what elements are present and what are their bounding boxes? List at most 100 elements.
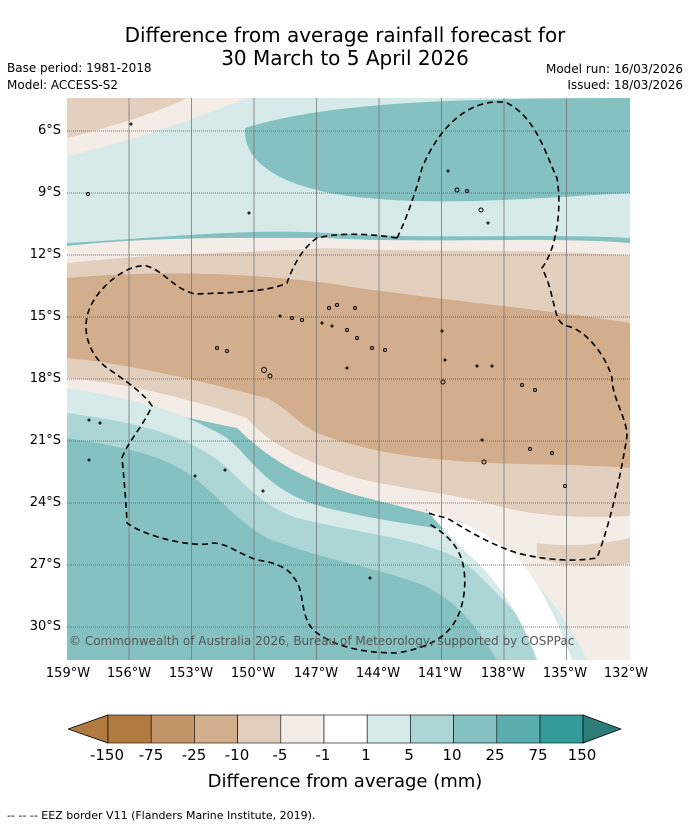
legend-tick: 10 <box>442 746 462 764</box>
island <box>345 366 349 370</box>
islands <box>86 122 567 580</box>
island <box>87 458 91 462</box>
legend-tick: 1 <box>361 746 371 764</box>
legend-swatch <box>453 714 498 744</box>
map-title-line1: Difference from average rainfall forecas… <box>124 23 566 47</box>
island <box>443 358 447 362</box>
neutral-band-south <box>427 510 572 660</box>
island <box>528 447 532 451</box>
wet-band-10-25-west <box>67 438 497 660</box>
legend-tick: 75 <box>528 746 548 764</box>
island <box>215 346 219 350</box>
lon-label: 144°W <box>355 666 401 681</box>
island <box>486 221 490 225</box>
copyright-notice: © Commonwealth of Australia 2026, Bureau… <box>69 634 575 648</box>
island <box>490 364 494 368</box>
island <box>446 169 450 173</box>
island <box>300 318 304 322</box>
island <box>353 306 357 310</box>
eez-borders <box>85 101 628 654</box>
lon-label: 153°W <box>168 666 214 681</box>
eez-border-french-polynesia <box>85 233 466 654</box>
legend-swatch <box>496 714 541 744</box>
lat-label: 30°S <box>29 619 61 634</box>
island <box>327 306 331 310</box>
dry-band-10-25 <box>67 273 630 468</box>
legend-tick: 150 <box>567 746 597 764</box>
island <box>465 189 469 193</box>
legend-tick: -150 <box>89 746 125 764</box>
island <box>478 207 484 213</box>
rainfall-anomaly-map <box>67 98 630 660</box>
legend-swatch <box>539 714 584 744</box>
eez-border-marquesas <box>396 101 628 561</box>
island <box>247 211 251 215</box>
lat-label: 15°S <box>29 309 61 324</box>
lon-label: 138°W <box>480 666 526 681</box>
model-run: Model run: 16/03/2026 <box>545 62 683 76</box>
island <box>345 328 349 332</box>
island <box>87 418 91 422</box>
island <box>290 316 294 320</box>
legend-swatch <box>237 714 282 744</box>
wet-core-north <box>244 98 630 202</box>
island <box>440 379 446 385</box>
legend-swatch <box>280 714 325 744</box>
eez-note: -- -- -- EEZ border V11 (Flanders Marine… <box>7 809 316 822</box>
island <box>225 349 229 353</box>
legend-tick: -10 <box>224 746 250 764</box>
island <box>440 329 444 333</box>
legend-swatch <box>194 714 238 744</box>
island <box>278 314 282 318</box>
island <box>454 187 460 193</box>
lon-label: 156°W <box>106 666 152 681</box>
island <box>563 484 567 488</box>
legend-swatch <box>107 714 152 744</box>
island <box>98 421 102 425</box>
lon-label: 132°W <box>603 666 649 681</box>
legend-swatch <box>366 714 411 744</box>
island <box>370 346 374 350</box>
lon-label: 147°W <box>293 666 339 681</box>
legend-tick: -5 <box>272 746 288 764</box>
lon-label: 135°W <box>542 666 588 681</box>
island <box>480 438 484 442</box>
island <box>335 303 339 307</box>
island <box>320 321 324 325</box>
island <box>129 122 133 126</box>
island <box>520 383 524 387</box>
legend-extend-left <box>68 714 109 744</box>
legend-swatch <box>150 714 195 744</box>
island <box>481 459 487 465</box>
legend-title: Difference from average (mm) <box>207 771 483 792</box>
legend-tick: -1 <box>315 746 331 764</box>
lon-label: 150°W <box>230 666 276 681</box>
island <box>383 348 387 352</box>
island <box>550 451 554 455</box>
island <box>355 336 359 340</box>
map-title-line2: 30 March to 5 April 2026 <box>221 46 469 70</box>
legend-extend-right <box>582 714 622 744</box>
lat-label: 21°S <box>29 433 61 448</box>
legend-tick: -75 <box>138 746 164 764</box>
legend-swatch <box>323 714 368 744</box>
lon-label: 159°W <box>45 666 91 681</box>
island <box>368 576 372 580</box>
lat-label: 18°S <box>29 371 61 386</box>
island <box>533 388 537 392</box>
issued-date: Issued: 18/03/2026 <box>567 78 683 92</box>
island <box>223 468 227 472</box>
legend-colorbar <box>68 714 622 744</box>
base-period: Base period: 1981-2018 <box>7 61 152 75</box>
island <box>475 364 479 368</box>
island <box>193 474 197 478</box>
legend-tick: 25 <box>485 746 505 764</box>
island <box>261 367 267 373</box>
lat-label: 27°S <box>29 557 61 572</box>
legend-swatches <box>107 714 584 744</box>
dry-wisp-northwest-inner <box>67 98 187 138</box>
lat-label: 24°S <box>29 495 61 510</box>
lat-label: 6°S <box>37 123 61 138</box>
island <box>261 489 265 493</box>
lat-label: 9°S <box>37 185 61 200</box>
